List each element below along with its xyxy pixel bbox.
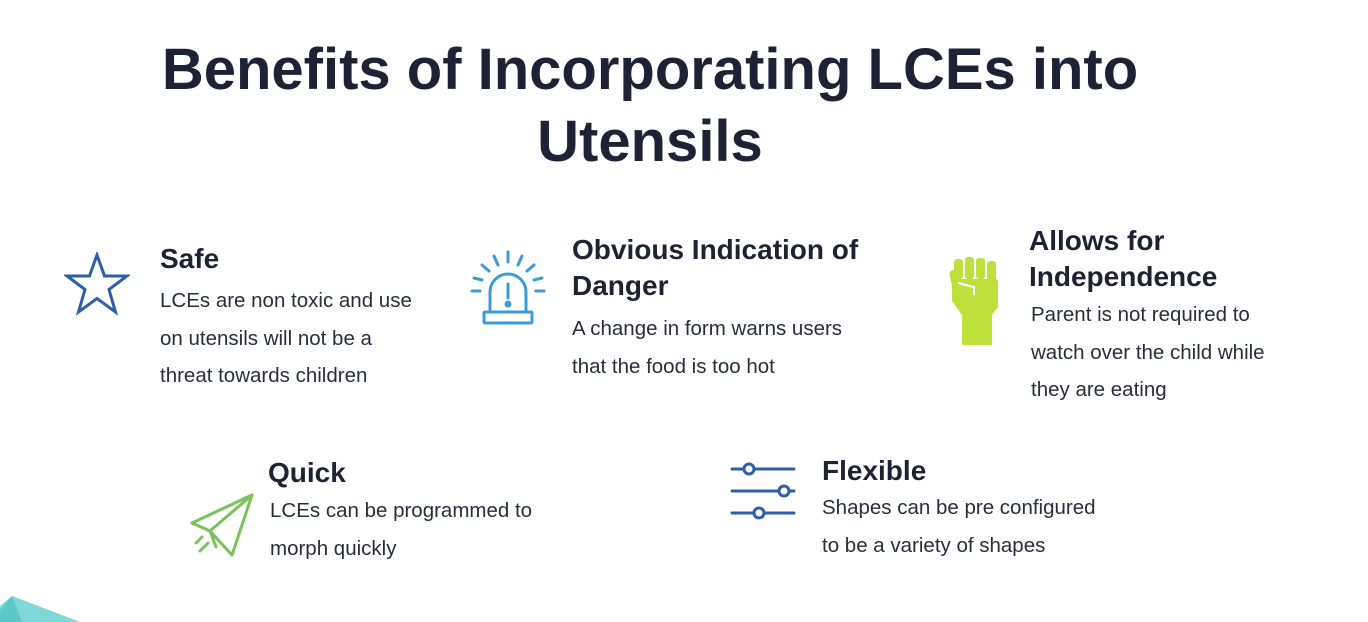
benefit-heading-line: Danger xyxy=(572,270,669,301)
benefit-quick: Quick LCEs can be programmed to morph qu… xyxy=(186,455,586,575)
benefit-safe: Safe LCEs are non toxic and use on utens… xyxy=(60,240,460,400)
benefit-flexible: Flexible Shapes can be pre configured to… xyxy=(728,452,1148,572)
benefit-body-line: that the food is too hot xyxy=(572,355,775,378)
benefit-body-line: Parent is not required to xyxy=(1031,303,1250,326)
benefit-body-line: to be a variety of shapes xyxy=(822,534,1046,557)
title-line-2: Utensils xyxy=(537,109,763,174)
benefit-independence: Allows for Independence Parent is not re… xyxy=(940,222,1340,412)
benefit-heading: Safe xyxy=(160,243,220,274)
alarm-siren-icon xyxy=(470,250,546,325)
benefit-heading: Obvious Indication of Danger xyxy=(572,232,858,304)
benefit-body-line: watch over the child while xyxy=(1031,341,1265,364)
benefit-heading-line: Obvious Indication of xyxy=(572,234,859,265)
benefit-body-line: LCEs are non toxic and use xyxy=(160,289,412,312)
benefit-heading: Allows for Independence xyxy=(1029,223,1217,295)
benefit-body-line: morph quickly xyxy=(270,537,397,560)
benefit-body-line: A change in form warns users xyxy=(572,317,843,340)
benefit-body-line: Shapes can be pre configured xyxy=(822,496,1096,519)
benefit-heading: Flexible xyxy=(822,455,927,486)
benefit-body-line: threat towards children xyxy=(160,364,368,387)
title-line-1: Benefits of Incorporating LCEs into xyxy=(161,37,1139,102)
paper-plane-icon xyxy=(190,493,254,557)
benefit-body-line: on utensils will not be a xyxy=(160,327,372,350)
sliders-icon xyxy=(730,462,796,520)
benefit-body-line: they are eating xyxy=(1031,378,1167,401)
benefit-body-line: LCEs can be programmed to xyxy=(270,499,533,522)
star-icon xyxy=(64,252,130,316)
benefit-heading: Quick xyxy=(268,457,346,488)
raised-fist-icon xyxy=(949,257,998,345)
benefit-danger-indication: Obvious Indication of Danger A change in… xyxy=(466,230,896,400)
benefit-heading-line: Independence xyxy=(1029,261,1218,292)
page-title: Benefits of Incorporating LCEs into Uten… xyxy=(0,34,1300,178)
benefit-heading-line: Allows for xyxy=(1029,225,1165,256)
corner-decoration xyxy=(0,596,80,622)
